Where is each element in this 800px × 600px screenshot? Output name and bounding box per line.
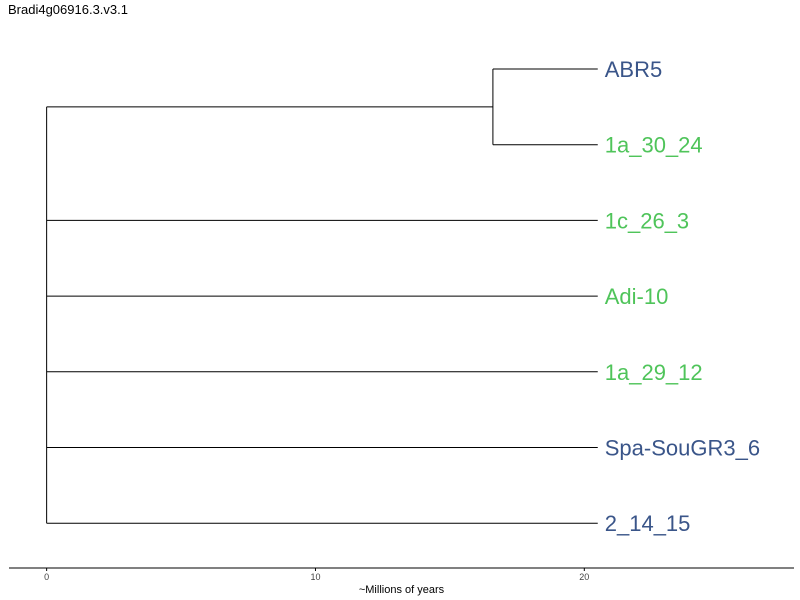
axis-label: ~Millions of years [359, 584, 445, 596]
tree-leaf-labels: ABR5 1a_30_24 1c_26_3 Adi-10 1a_29_12 Spa-Sou… [605, 57, 760, 536]
tick-label: 0 [44, 572, 49, 582]
leaf-label: 1a_29_12 [605, 360, 703, 385]
tick-label: 10 [310, 572, 320, 582]
leaf-label: 2_14_15 [605, 511, 691, 536]
leaf-label: 1c_26_3 [605, 208, 689, 233]
leaf-label: Adi-10 [605, 284, 669, 309]
tree-title: Bradi4g06916.3.v3.1 [8, 2, 128, 17]
time-axis: 0 10 20 ~Millions of years [9, 567, 794, 596]
leaf-label: ABR5 [605, 57, 662, 82]
tick-label: 20 [579, 572, 589, 582]
tree-branches [46, 68, 598, 524]
leaf-label: Spa-SouGR3_6 [605, 436, 760, 461]
leaf-label: 1a_30_24 [605, 133, 703, 158]
